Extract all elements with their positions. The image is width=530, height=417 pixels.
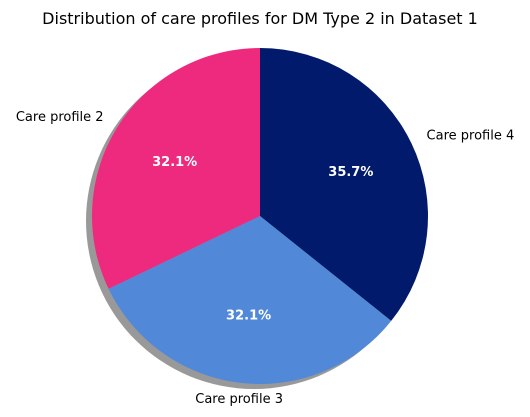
pie-slice-care-profile-3	[108, 216, 392, 384]
chart-title: Distribution of care profiles for DM Typ…	[42, 9, 478, 28]
pie-labels: 35.7% Care profile 4 32.1% Care profile 3 32…	[16, 110, 514, 407]
pie-slice-care-profile-2	[92, 48, 260, 289]
pie-category-label-care-profile-4: Care profile 4	[427, 128, 515, 143]
pie-category-label-care-profile-2: Care profile 2	[16, 110, 104, 125]
pie-slices	[92, 48, 429, 384]
pie-pct-label-care-profile-3: 32.1%	[226, 309, 271, 324]
pie-pct-label-care-profile-4: 35.7%	[328, 165, 373, 180]
pie-slice-care-profile-4	[260, 48, 429, 321]
pie-pct-label-care-profile-2: 32.1%	[152, 155, 197, 170]
pie-category-label-care-profile-3: Care profile 3	[195, 392, 283, 407]
